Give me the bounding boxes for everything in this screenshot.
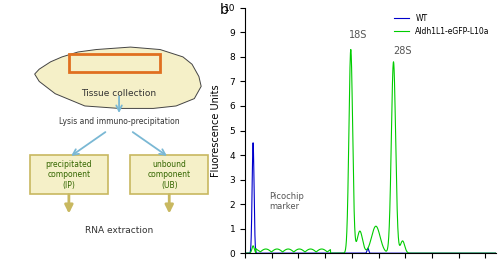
Text: b: b: [220, 3, 229, 17]
Aldh1L1-eGFP-L10a: [348, 48, 354, 51]
Aldh1L1-eGFP-L10a: [493, 252, 499, 255]
Aldh1L1-eGFP-L10a: [393, 134, 399, 138]
Text: Tissue collection: Tissue collection: [82, 89, 157, 98]
Text: Picochip
marker: Picochip marker: [269, 192, 304, 211]
WT: [493, 252, 499, 255]
Line: WT: WT: [245, 143, 496, 253]
FancyBboxPatch shape: [130, 155, 208, 194]
Aldh1L1-eGFP-L10a: [338, 252, 344, 255]
WT: [242, 252, 248, 255]
WT: [338, 252, 344, 255]
Aldh1L1-eGFP-L10a: [429, 252, 435, 255]
WT: [393, 252, 399, 255]
Polygon shape: [35, 47, 201, 108]
Legend: WT, Aldh1L1-eGFP-L10a: WT, Aldh1L1-eGFP-L10a: [392, 12, 492, 38]
WT: [287, 252, 293, 255]
Aldh1L1-eGFP-L10a: [288, 248, 294, 251]
WT: [250, 141, 256, 144]
Aldh1L1-eGFP-L10a: [448, 252, 454, 255]
Aldh1L1-eGFP-L10a: [405, 251, 411, 254]
Text: precipitated
component
(IP): precipitated component (IP): [46, 160, 92, 189]
WT: [429, 252, 435, 255]
Text: Lysis and immuno-precipitation: Lysis and immuno-precipitation: [59, 117, 179, 126]
Line: Aldh1L1-eGFP-L10a: Aldh1L1-eGFP-L10a: [245, 50, 496, 253]
Text: 28S: 28S: [393, 46, 412, 56]
WT: [288, 252, 294, 255]
Aldh1L1-eGFP-L10a: [242, 252, 248, 255]
FancyBboxPatch shape: [30, 155, 108, 194]
Y-axis label: Fluorescence Units: Fluorescence Units: [211, 84, 221, 177]
Text: 18S: 18S: [349, 30, 368, 40]
WT: [448, 252, 454, 255]
Text: unbound
component
(UB): unbound component (UB): [148, 160, 191, 189]
Text: RNA extraction: RNA extraction: [85, 226, 153, 235]
WT: [405, 252, 411, 255]
